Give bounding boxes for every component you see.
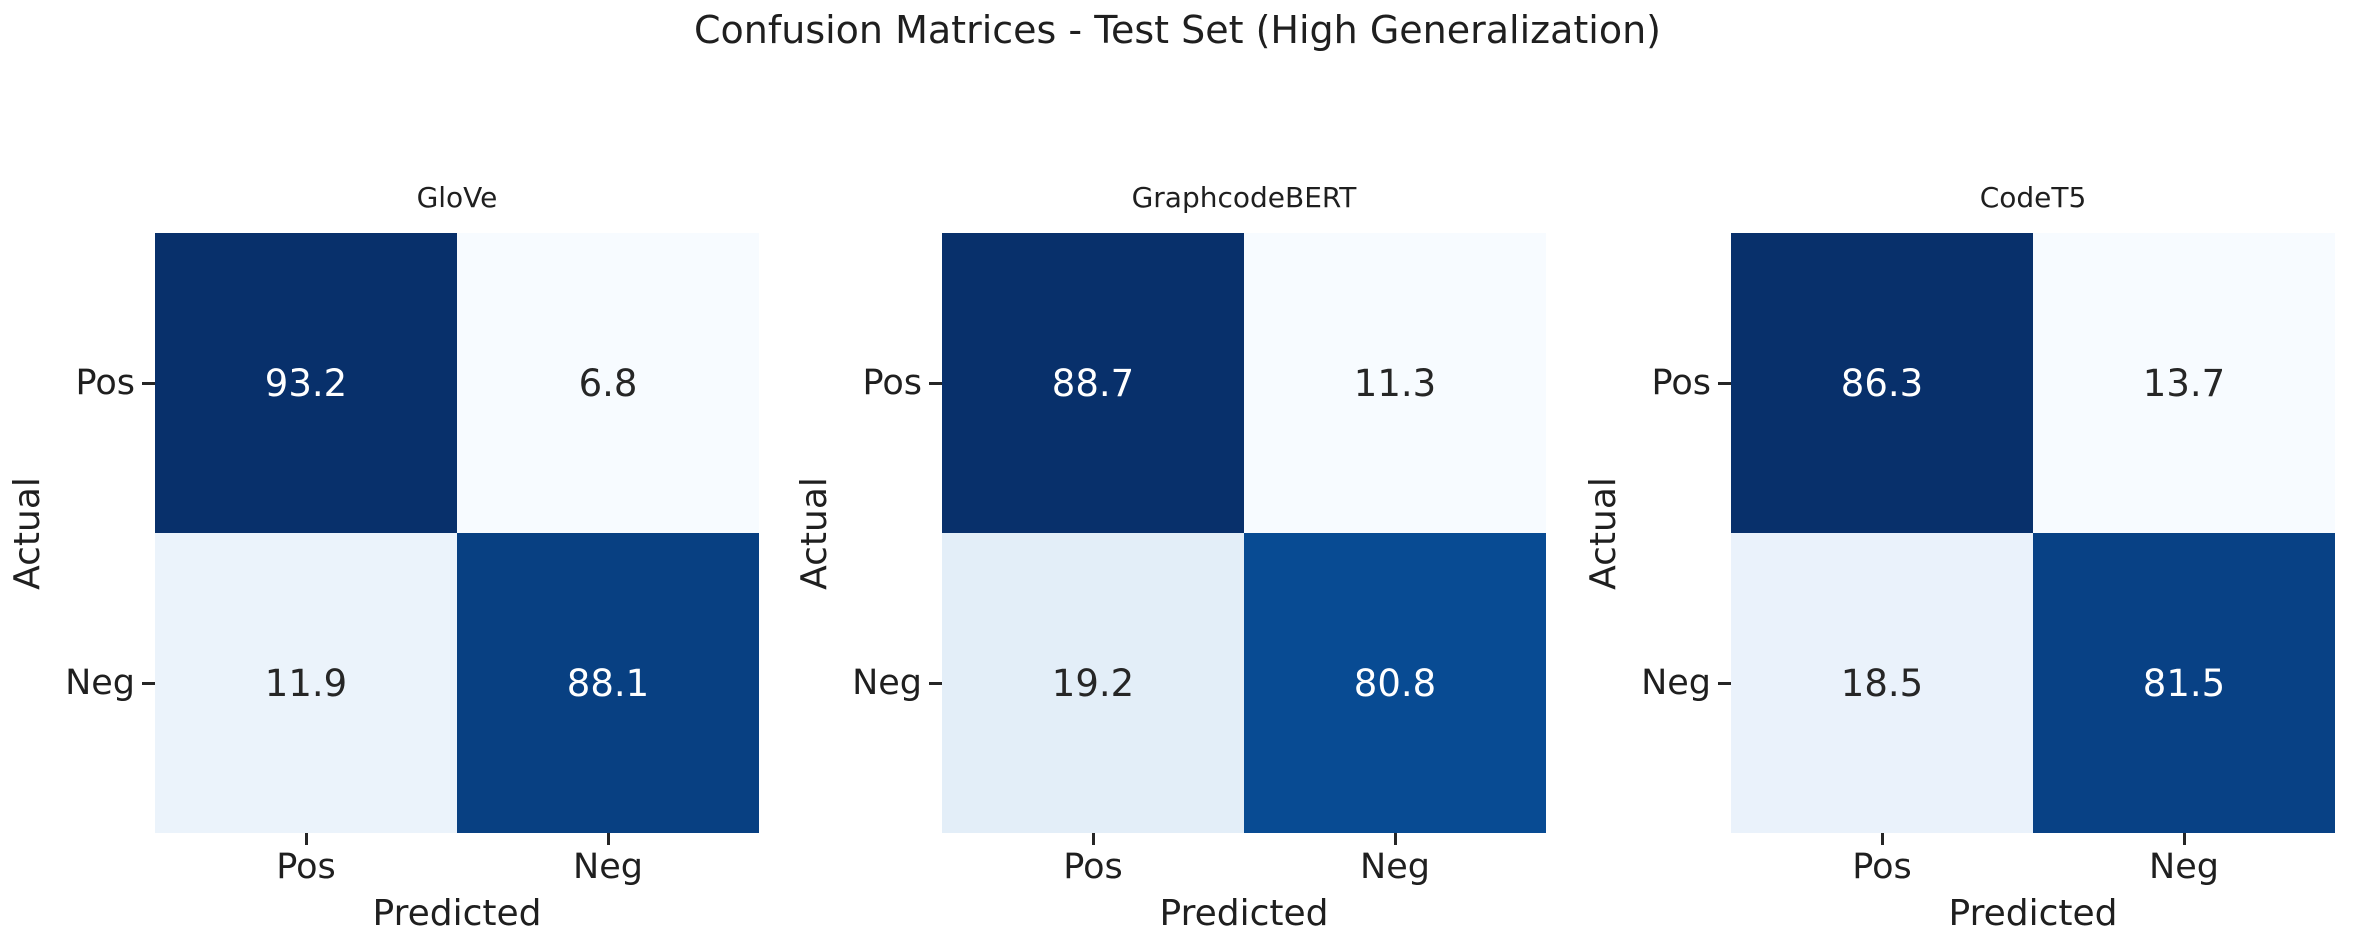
heatmap-cell-actual-neg-pred-neg: 81.5 — [2033, 533, 2335, 833]
y-axis-label-text: Actual — [793, 476, 835, 590]
cell-value: 13.7 — [2142, 361, 2226, 405]
subplot-graphcodebert: GraphcodeBERT Actual Pos Neg 88.7 11.3 1… — [794, 181, 1546, 934]
subplot-glove: GloVe Actual Pos Neg 93.2 6.8 11.9 88.1 … — [7, 181, 759, 934]
x-axis-label: Predicted — [372, 893, 542, 934]
x-tick-mark — [1881, 833, 1884, 845]
x-tick-mark — [305, 833, 308, 845]
heatmap-cell-actual-neg-pred-neg: 80.8 — [1244, 533, 1546, 833]
x-tick-mark — [1092, 833, 1095, 845]
y-axis-label-text: Actual — [1582, 476, 1624, 590]
x-tick-label-neg: Neg — [2149, 847, 2219, 887]
heatmap-cell-actual-pos-pred-pos: 88.7 — [942, 233, 1244, 533]
cell-value: 19.2 — [1051, 661, 1135, 705]
x-tick-mark — [607, 833, 610, 845]
x-tick-label-neg: Neg — [1360, 847, 1430, 887]
y-axis-label: Actual — [1581, 233, 1625, 833]
cell-value: 81.5 — [2142, 661, 2226, 705]
y-axis-label-text: Actual — [6, 476, 48, 590]
cell-value: 86.3 — [1840, 361, 1924, 405]
heatmap-cell-actual-neg-pred-neg: 88.1 — [457, 533, 759, 833]
y-tick-label-pos: Pos — [75, 363, 135, 403]
subplot-title: CodeT5 — [1979, 181, 2087, 214]
x-tick-mark — [1394, 833, 1397, 845]
heatmap-cell-actual-pos-pred-neg: 13.7 — [2033, 233, 2335, 533]
cell-value: 18.5 — [1840, 661, 1924, 705]
x-tick-label-neg: Neg — [573, 847, 643, 887]
cell-value: 88.7 — [1051, 361, 1135, 405]
subplot-title: GraphcodeBERT — [1131, 181, 1357, 214]
subplot-codet5: CodeT5 Actual Pos Neg 86.3 13.7 18.5 81.… — [1583, 181, 2335, 934]
x-tick-label-pos: Pos — [1063, 847, 1123, 887]
cell-value: 6.8 — [578, 361, 638, 405]
y-tick-label-neg: Neg — [65, 663, 135, 703]
y-tick-mark — [929, 382, 942, 385]
y-tick-label-pos: Pos — [1651, 363, 1711, 403]
heatmap-cell-actual-pos-pred-pos: 93.2 — [155, 233, 457, 533]
y-axis-label: Actual — [5, 233, 49, 833]
x-tick-mark — [2183, 833, 2186, 845]
heatmap-cell-actual-neg-pred-pos: 11.9 — [155, 533, 457, 833]
x-tick-label-pos: Pos — [276, 847, 336, 887]
heatmap-cell-actual-neg-pred-pos: 18.5 — [1731, 533, 2033, 833]
subplot-title: GloVe — [416, 181, 498, 214]
y-tick-label-neg: Neg — [852, 663, 922, 703]
x-tick-label-pos: Pos — [1852, 847, 1912, 887]
heatmap-cell-actual-pos-pred-neg: 6.8 — [457, 233, 759, 533]
cell-value: 93.2 — [264, 361, 348, 405]
y-tick-label-pos: Pos — [862, 363, 922, 403]
heatmap-cell-actual-pos-pred-neg: 11.3 — [1244, 233, 1546, 533]
y-tick-mark — [142, 682, 155, 685]
y-tick-mark — [142, 382, 155, 385]
cell-value: 11.3 — [1353, 361, 1437, 405]
y-tick-mark — [1718, 382, 1731, 385]
heatmap-cell-actual-pos-pred-pos: 86.3 — [1731, 233, 2033, 533]
cell-value: 80.8 — [1353, 661, 1437, 705]
y-tick-mark — [929, 682, 942, 685]
y-tick-label-neg: Neg — [1641, 663, 1711, 703]
cell-value: 88.1 — [566, 661, 650, 705]
x-axis-label: Predicted — [1159, 893, 1329, 934]
x-axis-label: Predicted — [1948, 893, 2118, 934]
y-axis-label: Actual — [792, 233, 836, 833]
figure-title: Confusion Matrices - Test Set (High Gene… — [694, 8, 1661, 52]
y-tick-mark — [1718, 682, 1731, 685]
cell-value: 11.9 — [264, 661, 348, 705]
heatmap-cell-actual-neg-pred-pos: 19.2 — [942, 533, 1244, 833]
